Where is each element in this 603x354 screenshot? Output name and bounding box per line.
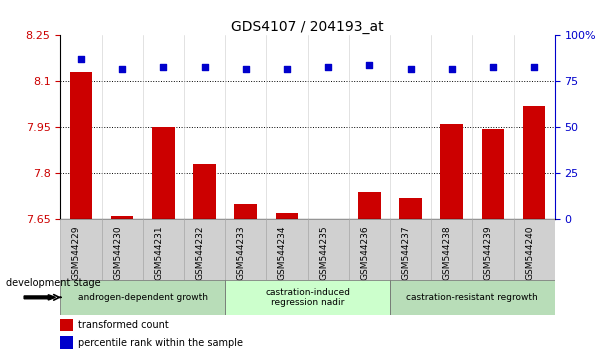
Point	[241, 66, 251, 72]
Text: transformed count: transformed count	[78, 320, 168, 330]
Text: percentile rank within the sample: percentile rank within the sample	[78, 338, 242, 348]
Bar	[60, 280, 225, 315]
Text: development stage: development stage	[6, 278, 101, 288]
Text: GSM544231: GSM544231	[154, 225, 163, 280]
Bar	[308, 219, 349, 280]
Point	[364, 62, 374, 68]
Bar	[390, 219, 431, 280]
Bar	[431, 219, 472, 280]
Point	[159, 64, 168, 69]
Text: GSM544237: GSM544237	[402, 225, 411, 280]
Bar	[267, 219, 308, 280]
Bar	[523, 106, 546, 219]
Bar	[472, 219, 514, 280]
Bar	[317, 219, 339, 221]
Bar	[184, 219, 225, 280]
Bar	[399, 198, 422, 219]
Text: GSM544230: GSM544230	[113, 225, 122, 280]
Point	[447, 66, 456, 72]
Bar	[225, 280, 390, 315]
Bar	[276, 213, 298, 219]
Title: GDS4107 / 204193_at: GDS4107 / 204193_at	[231, 21, 384, 34]
Text: GSM544233: GSM544233	[237, 225, 246, 280]
Text: castration-resistant regrowth: castration-resistant regrowth	[406, 293, 538, 302]
Text: GSM544236: GSM544236	[361, 225, 369, 280]
Text: GSM544239: GSM544239	[484, 225, 493, 280]
Bar	[193, 164, 216, 219]
Bar	[101, 219, 143, 280]
Bar	[143, 219, 184, 280]
Bar	[482, 129, 504, 219]
Point	[406, 66, 415, 72]
Bar	[440, 124, 463, 219]
Text: GSM544235: GSM544235	[319, 225, 328, 280]
Point	[282, 66, 292, 72]
Text: GSM544240: GSM544240	[525, 225, 534, 280]
Bar	[152, 127, 175, 219]
Bar	[60, 336, 73, 349]
Bar	[111, 216, 133, 219]
Text: GSM544232: GSM544232	[195, 225, 204, 280]
Point	[529, 64, 539, 69]
Bar	[349, 219, 390, 280]
Text: GSM544234: GSM544234	[278, 225, 287, 280]
Point	[200, 64, 209, 69]
Point	[117, 66, 127, 72]
Text: castration-induced
regression nadir: castration-induced regression nadir	[265, 288, 350, 307]
Bar	[235, 204, 257, 219]
Point	[76, 57, 86, 62]
Text: GSM544238: GSM544238	[443, 225, 452, 280]
Bar	[60, 319, 73, 331]
Text: androgen-dependent growth: androgen-dependent growth	[78, 293, 207, 302]
Bar	[514, 219, 555, 280]
Text: GSM544229: GSM544229	[72, 225, 81, 280]
Bar	[225, 219, 267, 280]
Bar	[390, 280, 555, 315]
Bar	[358, 192, 380, 219]
Point	[488, 64, 498, 69]
Bar	[69, 72, 92, 219]
Point	[323, 64, 333, 69]
Bar	[60, 219, 101, 280]
